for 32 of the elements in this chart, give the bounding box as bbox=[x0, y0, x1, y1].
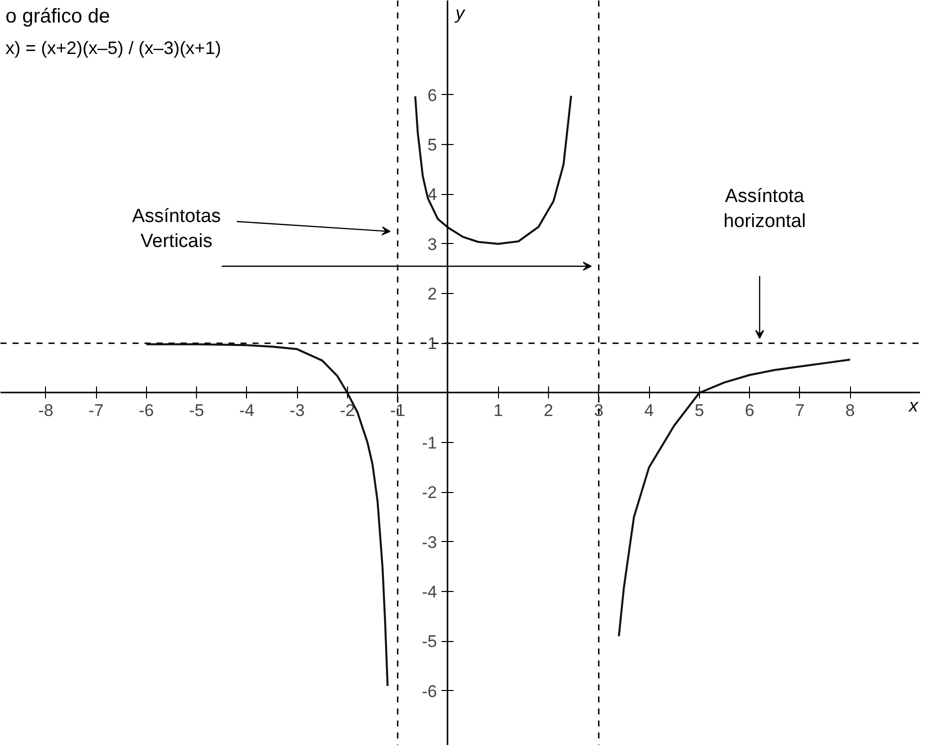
x-tick-label: 5 bbox=[694, 400, 704, 420]
x-tick-label: 8 bbox=[845, 400, 855, 420]
x-tick-label: -3 bbox=[290, 400, 305, 420]
y-axis-title: y bbox=[453, 2, 466, 23]
x-tick-label: 1 bbox=[493, 400, 503, 420]
y-tick-label: -5 bbox=[422, 632, 437, 652]
x-tick-label: 6 bbox=[744, 400, 754, 420]
y-tick-label: 5 bbox=[427, 136, 437, 155]
x-tick-label: -5 bbox=[189, 400, 204, 420]
x-tick-label: 2 bbox=[544, 400, 554, 420]
y-tick-label: -2 bbox=[422, 483, 437, 502]
annotation: Assíntota horizontal bbox=[723, 186, 806, 232]
y-tick-label: -4 bbox=[422, 582, 437, 602]
x-tick-label: -1 bbox=[390, 400, 406, 420]
x-tick-label: -4 bbox=[239, 400, 254, 420]
y-tick-label: -6 bbox=[422, 682, 437, 701]
y-tick-label: 6 bbox=[427, 86, 437, 105]
y-tick-label: -1 bbox=[422, 434, 437, 453]
x-tick-label: -2 bbox=[340, 400, 355, 420]
annotation: Assíntotas Verticais bbox=[132, 206, 221, 252]
y-tick-label: 3 bbox=[427, 234, 437, 254]
x-tick-label: 4 bbox=[644, 400, 654, 420]
y-tick-label: -3 bbox=[422, 532, 437, 552]
y-tick-label: 4 bbox=[427, 185, 437, 204]
x-axis-title: x bbox=[908, 395, 919, 416]
chart-title: o gráfico de bbox=[6, 5, 110, 28]
x-tick-label: -6 bbox=[138, 400, 154, 420]
x-tick-label: -7 bbox=[88, 400, 104, 420]
x-tick-label: -8 bbox=[38, 400, 54, 420]
y-tick-label: 2 bbox=[427, 284, 437, 304]
text: x) = (x+2)(x–5) / (x–3)(x+1) bbox=[6, 38, 222, 58]
x-tick-label: 7 bbox=[795, 400, 805, 420]
